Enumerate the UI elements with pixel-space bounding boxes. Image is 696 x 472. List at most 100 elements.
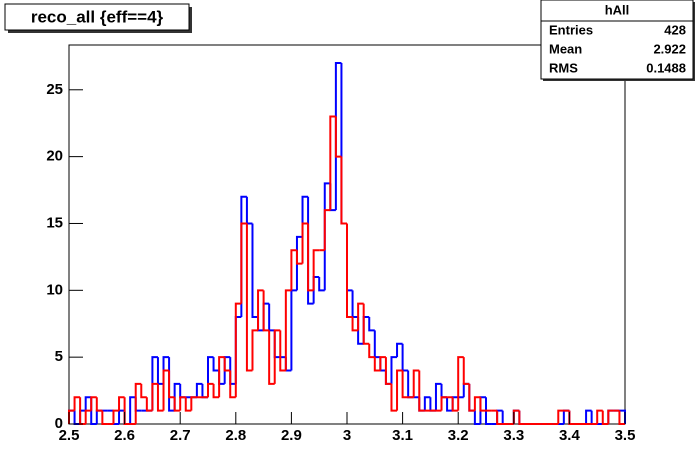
histogram-step [223,357,231,372]
histogram-step [396,369,403,411]
histogram-step [334,62,342,211]
histogram-step [207,382,214,398]
histogram-step [218,356,225,398]
histogram-step [607,409,614,424]
y-tick-label: 25 [46,81,63,98]
histogram-step [168,370,175,399]
histogram-step [295,235,303,291]
title-box [4,3,190,31]
y-tick-label: 20 [46,148,63,165]
x-tick-label: 2.9 [281,427,302,444]
histogram-step [351,317,359,332]
x-tick-label: 3.3 [503,427,524,444]
stats-label: Mean [549,41,582,56]
histogram-step [118,396,125,411]
y-tick-label: 10 [46,281,63,298]
stats-box [540,0,694,80]
histogram-step [334,116,342,158]
histogram-step [390,356,398,384]
histogram-step [596,409,603,424]
x-tick-label: 2.7 [170,427,191,444]
histogram-step [151,382,158,411]
histogram-step [323,182,331,291]
stats-value: 428 [664,22,686,37]
histogram-step [212,383,220,399]
x-tick-label: 2.6 [114,427,135,444]
histogram-step [557,409,564,424]
histogram-step [290,249,297,291]
histogram-step [618,410,625,425]
histogram-step [434,382,442,411]
histogram-step [268,330,275,385]
histogram-step [240,222,247,304]
histogram-step [112,409,120,424]
histogram-step [462,357,470,385]
histogram-step [156,383,164,412]
histogram-step [401,370,409,399]
histogram-step [134,382,142,424]
histogram-step [446,397,453,412]
histogram-step [340,156,347,225]
histogram-step [423,396,431,411]
histogram-step [101,410,108,425]
histogram-step [396,342,403,358]
histogram-step [279,330,286,372]
histogram-step [95,397,103,412]
histogram-step [362,303,370,345]
histogram-step [284,289,292,371]
x-tick-label: 3.5 [615,427,636,444]
stats-value: 0.1488 [646,60,686,75]
histogram-step [518,410,525,425]
x-tick-label: 2.5 [59,427,80,444]
histogram-step [318,276,325,292]
chart-title: reco_all {eff==4} [31,7,164,26]
histogram-step [384,357,392,385]
histogram-step [90,396,97,411]
x-tick-label: 3.1 [392,427,413,444]
histogram-step [457,356,464,411]
histogram-step [84,409,92,424]
histogram-step [257,289,264,331]
histogram-step [212,357,220,372]
histogram-step [84,396,92,411]
histogram-step [368,317,375,332]
histogram-step [440,396,448,411]
histogram-step [234,302,242,398]
histogram-step [273,329,281,384]
histogram-step [262,290,270,332]
x-tick-label: 3 [343,427,351,444]
histogram-step [173,397,181,412]
histogram-step [601,410,609,425]
histogram-step [496,410,503,425]
histogram-step [451,397,459,412]
histogram-step [190,396,197,411]
histogram-step [473,410,481,425]
histogram-step [184,397,192,412]
stats-rows: Entries 428 Mean 2.922 RMS 0.1488 [549,22,686,75]
histogram-step [473,396,481,411]
histogram-step [479,397,486,412]
histogram-step [418,370,425,412]
histogram-step [485,397,492,425]
histogram-step [251,223,259,319]
stats-label: RMS [549,60,578,75]
histogram-step [129,396,136,424]
histogram-step [140,383,147,399]
histogram-step [468,383,475,412]
histogram-step [323,209,331,251]
y-tick-label: 15 [46,214,63,231]
histogram-step [412,369,420,398]
x-tick-label: 3.4 [559,427,581,444]
histogram-step [312,249,320,291]
y-tick-label: 0 [55,415,63,432]
histogram-step [73,396,81,411]
histogram-step [229,370,236,399]
histogram-step [195,382,203,398]
histogram-step [390,383,398,412]
histogram-step [357,302,364,331]
stats-label: Entries [549,22,593,37]
x-tick-label: 2.8 [225,427,246,444]
histogram-step [307,223,314,292]
plot [68,62,626,425]
